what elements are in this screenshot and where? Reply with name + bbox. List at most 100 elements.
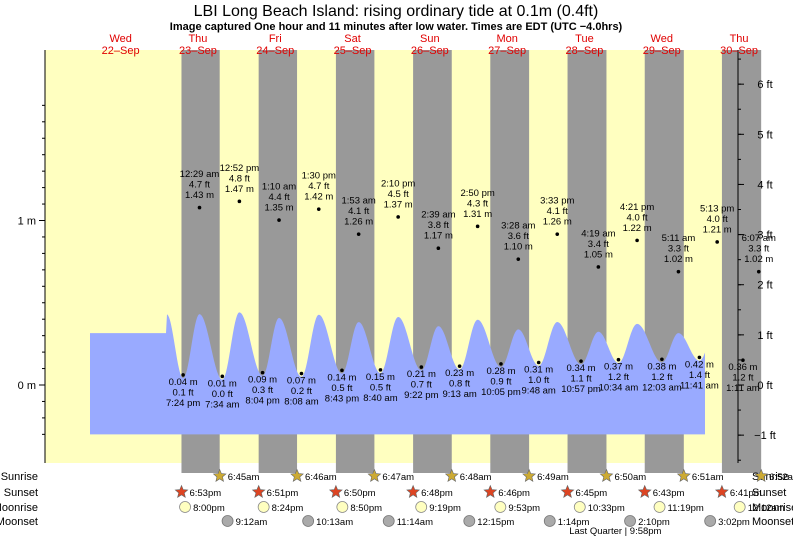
sunset-star-icon	[328, 484, 343, 498]
day-label-date: 27–Sep	[488, 45, 526, 57]
night-band-foot	[335, 463, 375, 473]
high-tide-dot	[436, 246, 441, 251]
night-band-foot	[490, 463, 530, 473]
day-label-weekday: Fri	[269, 33, 282, 45]
moonrise-time: 8:24pm	[272, 503, 304, 514]
day-label-date: 25–Sep	[334, 45, 372, 57]
low-tide-label: 0.5 ft	[331, 383, 352, 394]
moonrise-icon	[494, 501, 507, 513]
high-tide-label: 3.4 ft	[588, 239, 609, 250]
low-tide-label: 9:48 am	[522, 385, 556, 396]
sunset-star-icon	[406, 484, 421, 498]
high-tide-label: 3:33 pm	[540, 196, 574, 207]
night-band-foot	[181, 463, 220, 473]
chart-title: LBI Long Beach Island: rising ordinary t…	[194, 3, 599, 20]
low-tide-label: 0.37 m	[604, 362, 633, 373]
low-tide-label: 8:08 am	[284, 397, 318, 408]
sunset-time: 6:48pm	[421, 488, 453, 499]
moonset-time: 3:02pm	[718, 517, 750, 528]
high-tide-dot	[635, 238, 639, 243]
low-tide-label: 0.9 ft	[490, 376, 511, 387]
high-tide-label: 1.17 m	[424, 231, 453, 242]
low-tide-label: 7:24 pm	[166, 398, 200, 409]
sunrise-star-icon	[290, 468, 304, 482]
day-label-weekday: Wed	[109, 33, 131, 45]
low-tide-label: 1.2 ft	[732, 373, 753, 384]
low-tide-dot	[220, 374, 225, 379]
low-tide-label: 10:34 am	[599, 383, 639, 394]
moonset-time: 9:12am	[236, 517, 268, 528]
sunrise-time: 6:46am	[305, 472, 337, 483]
high-tide-label: 1.35 m	[265, 203, 294, 214]
right-tick-label: 2 ft	[757, 280, 772, 292]
low-tide-label: 0.28 m	[486, 366, 515, 377]
moonrise-row-label: Moonrise	[0, 502, 38, 514]
moonset-time: 11:14am	[397, 517, 433, 528]
sunset-star-icon	[174, 484, 189, 498]
right-tick-label: 6 ft	[757, 79, 772, 91]
low-tide-dot	[660, 357, 664, 362]
sunset-star-icon	[483, 484, 498, 498]
high-tide-label: 12:52 pm	[220, 163, 260, 174]
high-tide-dot	[596, 265, 601, 269]
high-tide-label: 1:10 am	[262, 182, 296, 193]
low-tide-dot	[579, 359, 583, 363]
high-tide-label: 4.1 ft	[547, 206, 568, 217]
high-tide-label: 1.02 m	[664, 254, 693, 265]
low-tide-dot	[536, 360, 541, 365]
high-tide-label: 1.31 m	[463, 209, 492, 220]
low-tide-dot	[181, 373, 185, 377]
sunset-star-icon	[560, 484, 575, 498]
high-tide-dot	[555, 232, 560, 236]
moonrise-time: 8:50pm	[350, 503, 382, 514]
high-tide-label: 4.0 ft	[627, 212, 648, 223]
high-tide-label: 1.47 m	[225, 184, 254, 195]
day-label-weekday: Sun	[420, 33, 440, 45]
high-tide-label: 5:13 pm	[700, 203, 734, 214]
axis-ticks: 1 m 0 m 6 ft 5 ft 4 ft 3 ft 2 ft 1 ft 0 ft −1 ft	[18, 58, 776, 461]
low-tide-label: 8:43 pm	[325, 393, 359, 404]
right-tick-label: 1 ft	[757, 330, 772, 342]
day-label-date: 26–Sep	[411, 45, 449, 57]
low-tide-label: 0.38 m	[647, 361, 676, 372]
right-tick-label: 5 ft	[757, 129, 772, 141]
moonrise-time: 12:12am	[748, 503, 785, 514]
high-tide-label: 4.1 ft	[348, 206, 369, 217]
right-tick-label: −1 ft	[754, 430, 776, 442]
day-label-date: 28–Sep	[565, 45, 603, 57]
sunrise-star-icon	[754, 468, 769, 482]
high-tide-label: 1.42 m	[304, 192, 333, 203]
night-band-foot	[413, 463, 452, 473]
low-tide-label: 0.1 ft	[173, 387, 194, 398]
moonrise-icon	[733, 501, 746, 513]
low-tide-dot	[260, 370, 265, 375]
low-tide-label: 1.2 ft	[651, 372, 672, 383]
high-tide-label: 2:10 pm	[381, 178, 415, 189]
high-tide-label: 2:50 pm	[460, 188, 494, 199]
high-tide-label: 4.0 ft	[707, 214, 728, 225]
high-tide-label: 6:07 am	[742, 233, 776, 244]
low-tide-label: 0.01 m	[208, 378, 237, 389]
sunrise-time: 6:48am	[460, 472, 492, 483]
sunset-time: 6:51pm	[267, 488, 299, 499]
day-label-date: 29–Sep	[643, 45, 681, 57]
sunset-star-icon	[251, 484, 266, 498]
low-tide-label: 0.23 m	[445, 368, 474, 379]
right-tick-label: 3 ft	[757, 230, 772, 242]
high-tide-label: 1:30 pm	[302, 171, 336, 182]
low-tide-label: 11:41 am	[680, 380, 719, 391]
low-tide-label: 0.21 m	[407, 369, 436, 380]
high-tide-dot	[516, 257, 521, 261]
low-tide-label: 0.8 ft	[449, 379, 470, 390]
sunrise-star-icon	[367, 468, 382, 482]
moonset-time: 1:14pm	[558, 517, 590, 528]
low-tide-label: 9:22 pm	[404, 390, 438, 401]
sunset-time: 6:45pm	[576, 488, 608, 499]
high-tide-label: 3.3 ft	[748, 244, 769, 255]
low-tide-label: 7:34 am	[205, 399, 239, 410]
high-tide-label: 3.8 ft	[428, 220, 449, 231]
high-tide-label: 1.22 m	[623, 223, 652, 234]
sunset-star-icon	[714, 484, 729, 498]
sunrise-star-icon	[599, 468, 614, 482]
high-tide-label: 4.3 ft	[467, 198, 488, 209]
